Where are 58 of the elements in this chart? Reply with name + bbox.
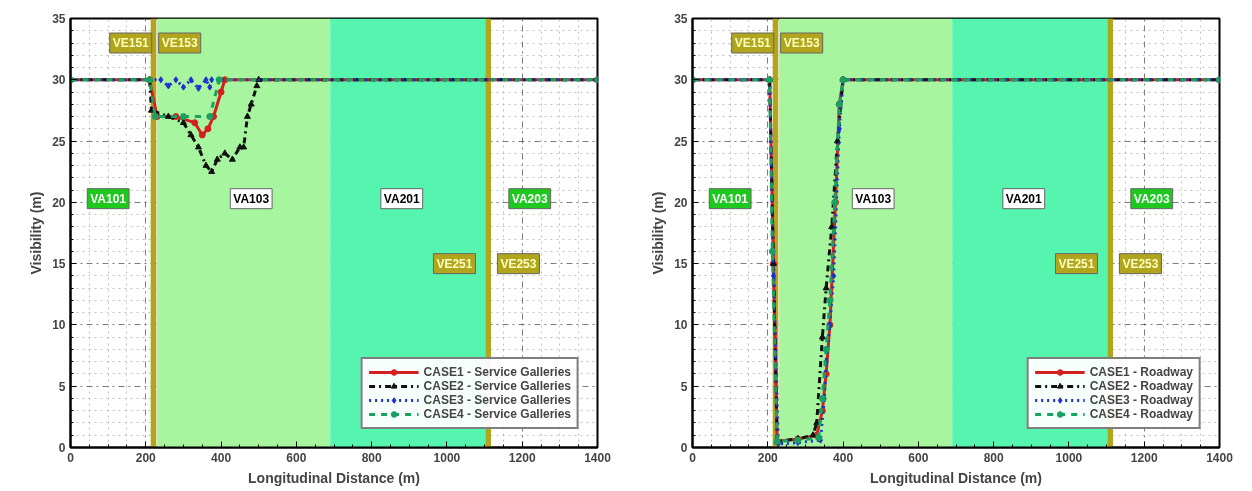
x-tick-label: 400 — [833, 450, 854, 465]
annotation: VA203 — [1133, 191, 1170, 206]
x-tick-label: 1000 — [1055, 450, 1083, 465]
annotation: VE153 — [783, 36, 821, 51]
legend-label: CASE2 - Service Galleries — [423, 379, 571, 393]
x-tick-label: 800 — [361, 450, 382, 465]
y-tick-label: 0 — [58, 441, 66, 455]
y-tick-label: 30 — [52, 73, 66, 88]
legend-label: CASE2 - Roadway — [1089, 379, 1193, 393]
x-tick-label: 200 — [135, 450, 157, 465]
annotation: VE151 — [734, 36, 772, 51]
y-tick-label: 15 — [52, 257, 66, 272]
annotation: VA101 — [712, 191, 749, 206]
x-tick-label: 800 — [983, 450, 1004, 465]
y-tick-label: 10 — [674, 318, 688, 333]
x-tick-label: 600 — [286, 450, 307, 465]
annotation: VE151 — [112, 36, 150, 51]
y-tick-label: 5 — [58, 379, 66, 394]
y-tick-label: 35 — [674, 12, 688, 26]
x-tick-label: 1400 — [584, 450, 612, 465]
x-tick-label: 200 — [757, 450, 779, 465]
legend-label: CASE1 - Roadway — [1089, 365, 1193, 379]
x-tick-label: 400 — [211, 450, 232, 465]
annotation: VE251 — [1058, 256, 1095, 271]
y-tick-label: 25 — [52, 134, 66, 149]
x-tick-label: 1000 — [433, 450, 461, 465]
annotation: VA201 — [383, 191, 420, 206]
x-tick-label: 1200 — [508, 450, 536, 465]
x-tick-label: 1400 — [1206, 450, 1234, 465]
annotation: VA203 — [511, 191, 548, 206]
annotation: VE251 — [436, 256, 473, 271]
annotation: VE253 — [500, 256, 537, 271]
legend-label: CASE1 - Service Galleries — [423, 365, 571, 379]
annotation: VA201 — [1005, 191, 1042, 206]
legend-label: CASE3 - Service Galleries — [423, 393, 571, 407]
x-axis-title: Longitudinal Distance (m) — [870, 469, 1042, 486]
y-axis-title: Visibility (m) — [650, 191, 667, 275]
y-axis-title: Visibility (m) — [28, 191, 45, 275]
legend-label: CASE4 - Roadway — [1089, 407, 1193, 421]
annotation: VA103 — [233, 191, 270, 206]
y-tick-label: 5 — [680, 379, 688, 394]
y-tick-label: 0 — [680, 441, 688, 455]
annotation: VA101 — [90, 191, 127, 206]
legend-label: CASE4 - Service Galleries — [423, 407, 571, 421]
y-tick-label: 35 — [52, 12, 66, 26]
legend-label: CASE3 - Roadway — [1089, 393, 1193, 407]
x-tick-label: 600 — [908, 450, 929, 465]
annotation: VA103 — [855, 191, 892, 206]
y-tick-label: 30 — [674, 73, 688, 88]
x-axis-title: Longitudinal Distance (m) — [248, 469, 420, 486]
x-tick-label: 1200 — [1130, 450, 1158, 465]
y-tick-label: 20 — [52, 195, 66, 210]
y-tick-label: 10 — [52, 318, 66, 333]
y-tick-label: 20 — [674, 195, 688, 210]
y-tick-label: 15 — [674, 257, 688, 272]
annotation: VE253 — [1122, 256, 1159, 271]
y-tick-label: 25 — [674, 134, 688, 149]
annotation: VE153 — [161, 36, 199, 51]
